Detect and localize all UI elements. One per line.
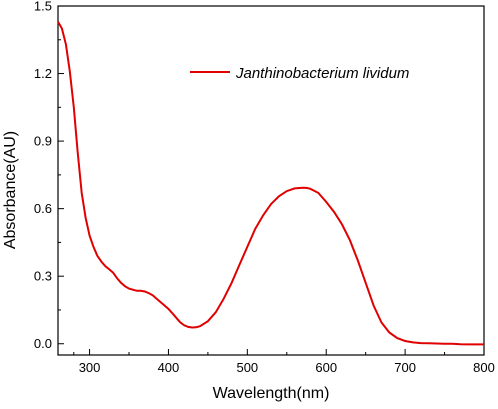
- x-axis: 300 400 500 600 700 800: [73, 349, 495, 375]
- x-tick-label: 300: [79, 360, 101, 375]
- y-tick-label: 0.3: [34, 269, 52, 284]
- x-tick-label: 400: [158, 360, 180, 375]
- legend-label: Janthinobacterium lividum: [235, 65, 409, 82]
- y-tick-label: 1.5: [34, 0, 52, 14]
- y-axis-title: Absorbance(AU): [2, 131, 19, 249]
- y-axis: 0.0 0.3 0.6 0.9 1.2 1.5: [34, 0, 64, 351]
- legend: Janthinobacterium lividum: [190, 65, 409, 82]
- x-tick-label: 800: [473, 360, 495, 375]
- x-tick-label: 500: [236, 360, 258, 375]
- y-tick-label: 0.9: [34, 134, 52, 149]
- x-axis-title: Wavelength(nm): [213, 385, 330, 402]
- series-line-janthinobacterium-lividum: [57, 21, 484, 346]
- x-tick-label: 700: [394, 360, 416, 375]
- x-tick-label: 600: [315, 360, 337, 375]
- y-tick-label: 1.2: [34, 66, 52, 81]
- y-tick-label: 0.0: [34, 336, 52, 351]
- y-tick-label: 0.6: [34, 201, 52, 216]
- plot-frame: [57, 5, 485, 356]
